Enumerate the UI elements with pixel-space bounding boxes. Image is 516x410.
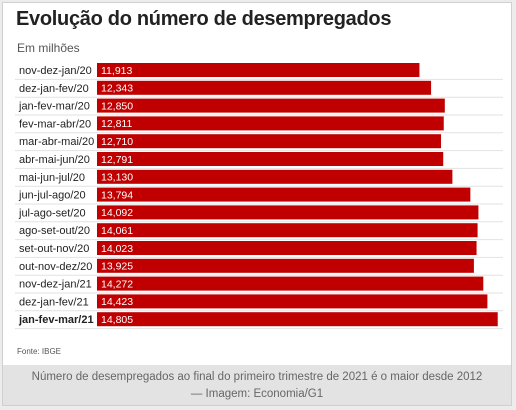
- value-label: 13,794: [101, 189, 133, 201]
- category-label: mai-jun-jul/20: [19, 172, 85, 184]
- value-label: 14,023: [101, 243, 133, 255]
- category-label: jan-fev-mar/20: [18, 101, 90, 113]
- value-label: 12,791: [101, 154, 133, 166]
- category-label: set-out-nov/20: [19, 243, 89, 255]
- value-label: 14,805: [101, 314, 133, 326]
- bar: [97, 152, 444, 166]
- source-note: Fonte: IBGE: [17, 347, 62, 356]
- bar: [97, 116, 444, 131]
- category-label: jul-ago-set/20: [18, 207, 86, 219]
- category-label: abr-mai-jun/20: [19, 154, 90, 166]
- value-label: 11,913: [101, 65, 132, 77]
- bar: [97, 98, 445, 113]
- bar-chart: nov-dez-jan/20 11,913 dez-jan-fev/20 12,343…: [15, 63, 503, 330]
- bar: [97, 63, 420, 77]
- value-label: 13,925: [101, 261, 133, 273]
- category-label: nov-dez-jan/20: [19, 65, 92, 77]
- category-label: dez-jan-fev/20: [19, 83, 89, 95]
- category-label: dez-jan-fev/21: [19, 296, 89, 308]
- chart-subtitle: Em milhões: [17, 41, 80, 55]
- value-label: 12,710: [101, 136, 133, 148]
- value-label: 12,811: [101, 118, 132, 130]
- value-label: 14,423: [101, 296, 133, 308]
- bar: [97, 80, 432, 95]
- chart-panel: Evolução do número de desempregados Em m…: [2, 2, 512, 406]
- chart-title: Evolução do número de desempregados: [16, 8, 392, 30]
- bar: [97, 169, 453, 184]
- bar: [97, 205, 479, 220]
- value-label: 14,092: [101, 207, 133, 219]
- value-label: 14,061: [101, 225, 133, 237]
- value-label: 12,343: [101, 83, 133, 95]
- value-label: 12,850: [101, 100, 133, 112]
- category-label: nov-dez-jan/21: [19, 279, 92, 291]
- value-label: 14,272: [101, 278, 133, 290]
- category-label: jan-fev-mar/21: [18, 314, 94, 326]
- image-caption: Número de desempregados ao final do prim…: [3, 365, 511, 405]
- bar: [97, 258, 474, 273]
- category-label: out-nov-dez/20: [19, 261, 92, 273]
- bar: [97, 276, 484, 291]
- caption-line-2: — Imagem: Economia/G1: [190, 388, 324, 400]
- caption-line-1: Número de desempregados ao final do prim…: [31, 371, 483, 383]
- category-label: ago-set-out/20: [19, 225, 90, 237]
- bar: [97, 312, 498, 327]
- category-label: jun-jul-ago/20: [18, 190, 86, 202]
- bar: [97, 294, 488, 309]
- bar: [97, 223, 478, 238]
- bar: [97, 134, 442, 149]
- category-label: mar-abr-mai/20: [19, 136, 94, 148]
- bar: [97, 241, 477, 255]
- bar: [97, 187, 471, 202]
- value-label: 13,130: [101, 172, 133, 184]
- category-label: fev-mar-abr/20: [19, 118, 91, 130]
